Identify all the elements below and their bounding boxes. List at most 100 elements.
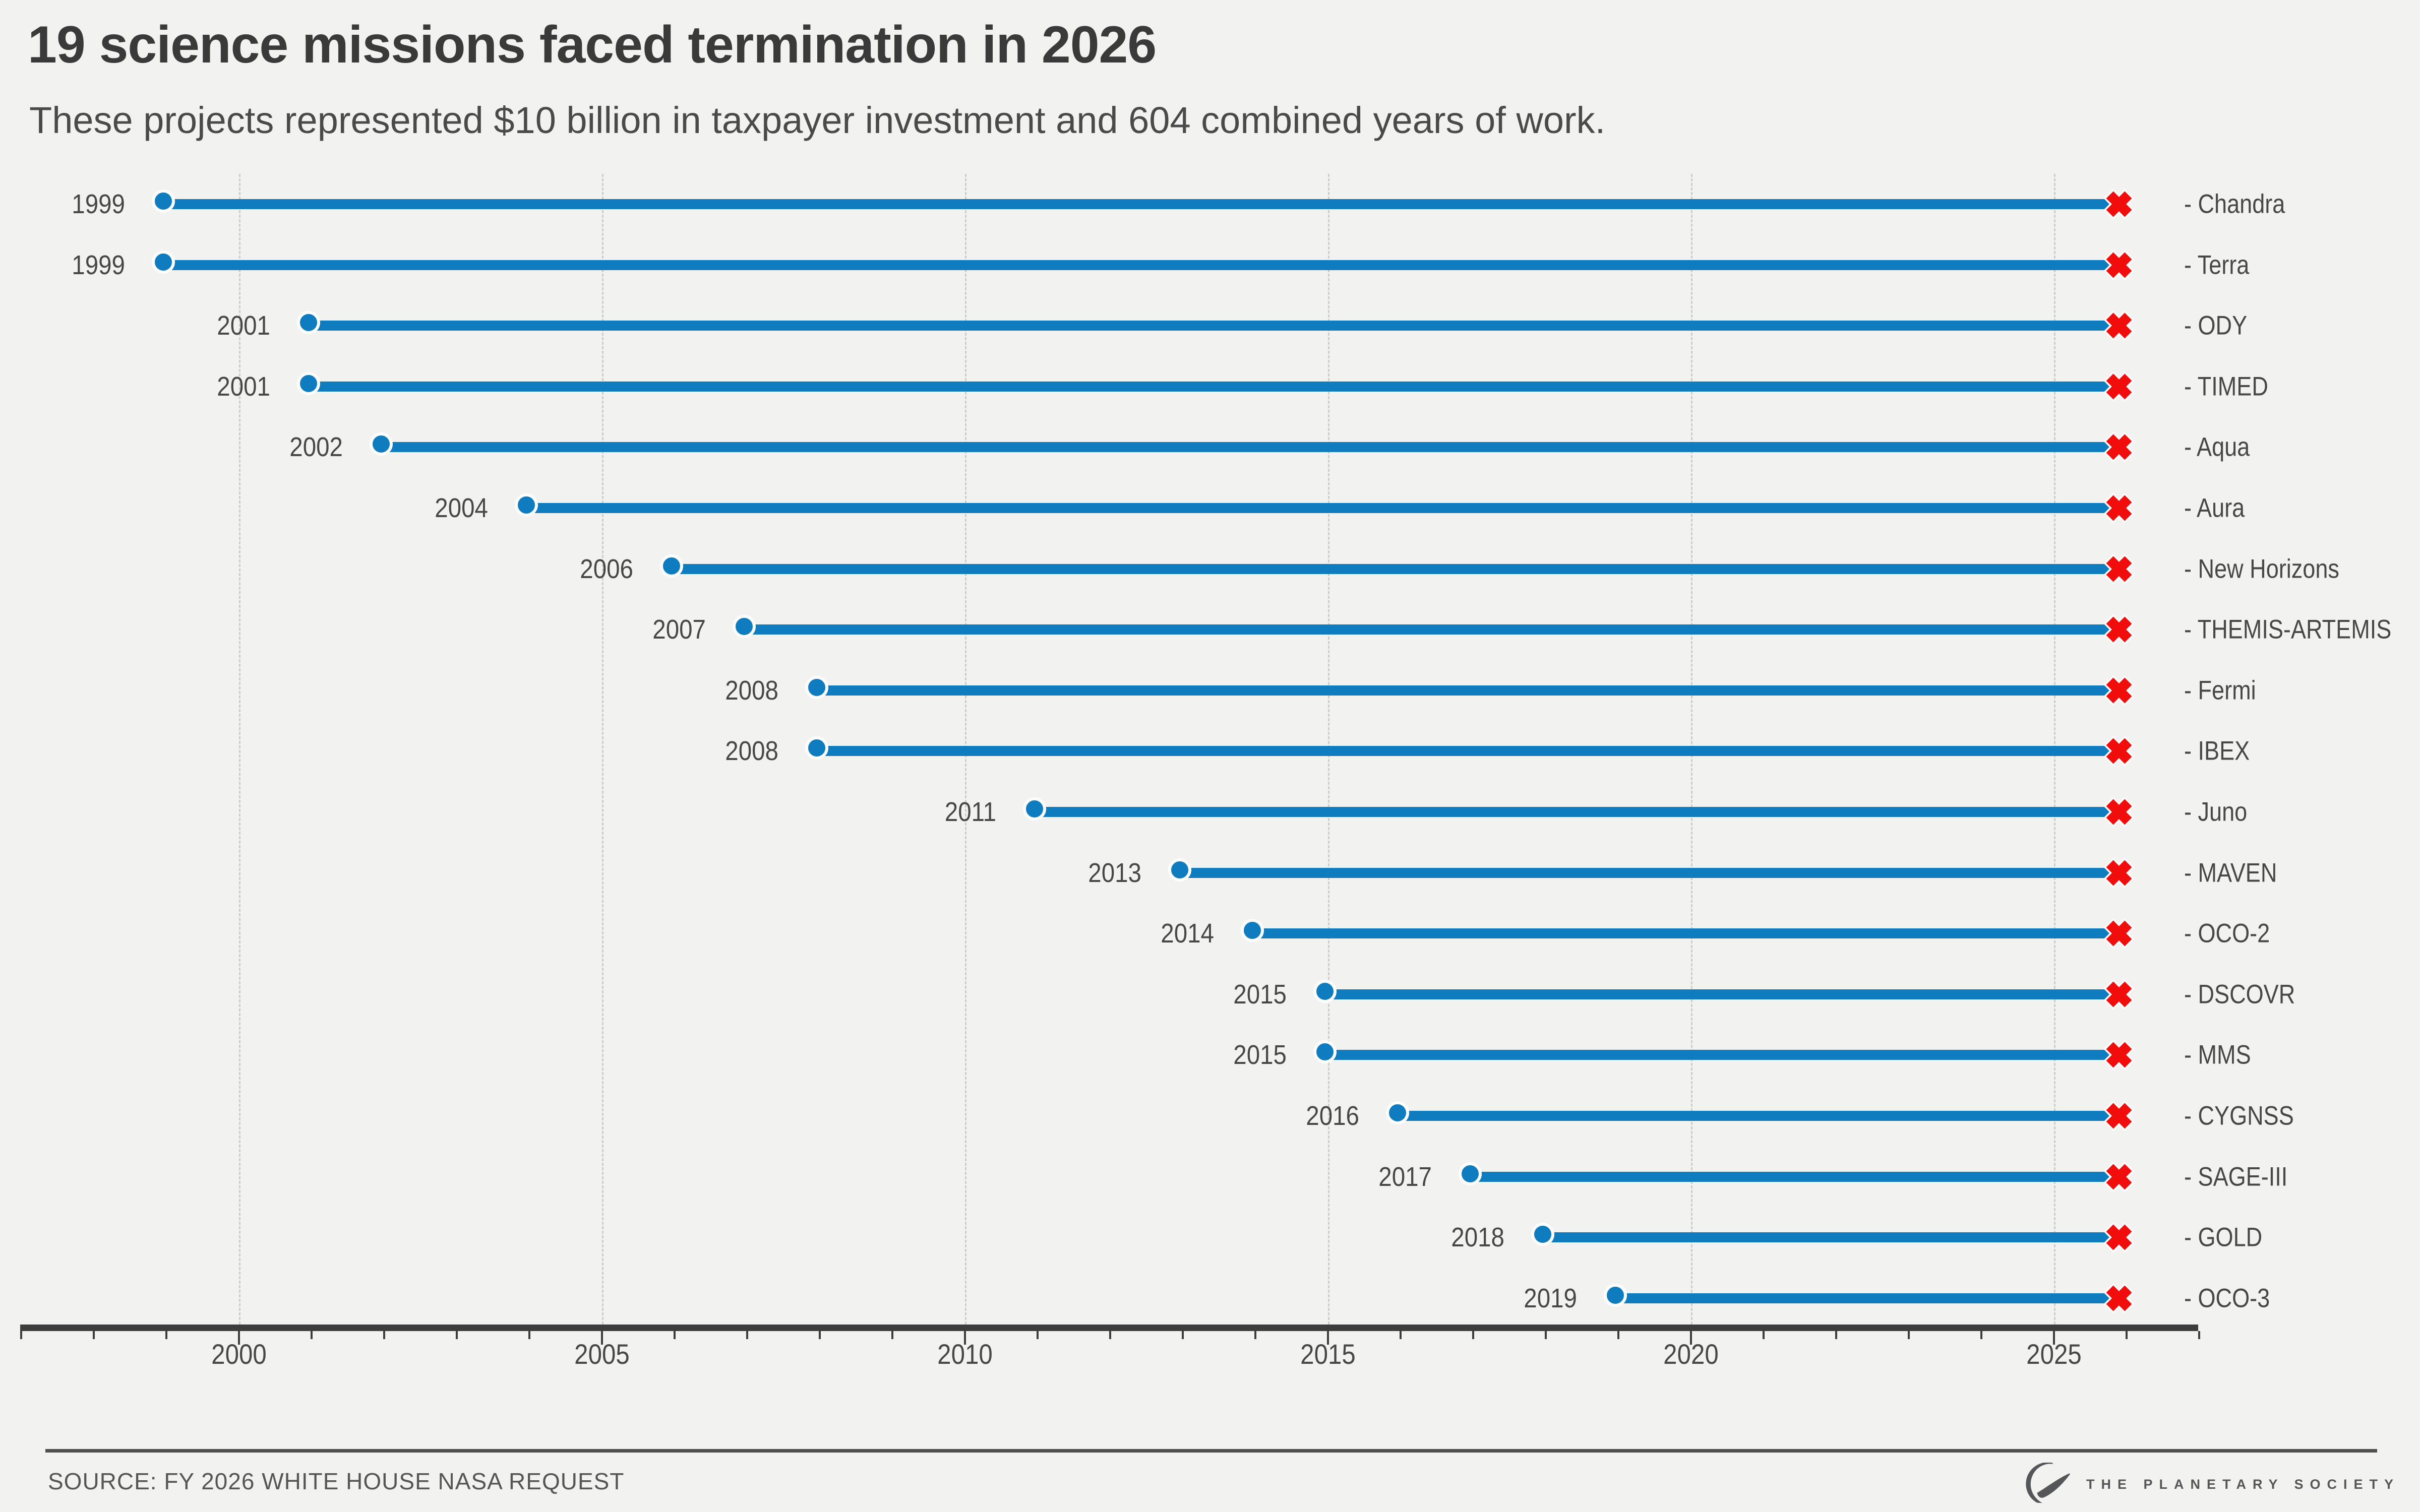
mission-start-year-label: 2004: [435, 493, 488, 523]
minor-tick-1999: [165, 1331, 167, 1339]
mission-start-dot: [1168, 858, 1191, 881]
x-axis-spine: [20, 1325, 2198, 1331]
minor-tick-2011: [1037, 1331, 1039, 1339]
termination-x-icon: [2103, 735, 2135, 767]
mission-line: [1183, 867, 2119, 878]
mission-start-dot: [1531, 1223, 1554, 1246]
minor-tick-2017: [1472, 1331, 1474, 1339]
minor-tick-2004: [528, 1331, 530, 1339]
termination-x-icon: [2103, 249, 2135, 280]
termination-x-icon: [2103, 492, 2135, 524]
mission-line: [384, 442, 2119, 453]
minor-tick-2026: [2126, 1331, 2128, 1339]
mission-start-year-label: 2014: [1161, 918, 1214, 949]
minor-tick-2019: [1617, 1331, 1619, 1339]
termination-x-icon: [2103, 553, 2135, 584]
major-tick-2000: [238, 1331, 240, 1345]
mission-name-label: - OCO-2: [2184, 918, 2270, 949]
mission-start-dot: [1313, 979, 1337, 1003]
mission-start-dot: [297, 371, 320, 395]
mission-start-year-label: 1999: [72, 249, 125, 280]
mission-start-year-label: 2007: [652, 614, 706, 645]
termination-x-icon: [2103, 371, 2135, 402]
mission-line: [675, 563, 2119, 574]
major-tick-2010: [964, 1331, 966, 1345]
mission-name-label: - SAGE-III: [2184, 1162, 2288, 1192]
termination-x-icon: [2103, 857, 2135, 888]
minor-tick-2003: [456, 1331, 458, 1339]
planetary-society-wordmark: THE PLANETARY SOCIETY: [2086, 1476, 2400, 1492]
mission-line: [312, 381, 2119, 392]
mission-name-label: - CYGNSS: [2184, 1101, 2294, 1131]
mission-name-label: - Chandra: [2184, 189, 2285, 219]
mission-start-dot: [733, 615, 756, 639]
major-tick-2020: [1690, 1331, 1692, 1345]
termination-x-icon: [2103, 979, 2135, 1010]
mission-name-label: - DSCOVR: [2184, 979, 2295, 1010]
minor-tick-2006: [674, 1331, 676, 1339]
mission-start-year-label: 2019: [1524, 1283, 1577, 1313]
mission-start-year-label: 2015: [1233, 979, 1287, 1010]
minor-tick-1998: [93, 1331, 95, 1339]
mission-start-year-label: 2001: [217, 371, 270, 402]
mission-start-year-label: 2002: [289, 432, 343, 463]
mission-start-dot: [297, 311, 320, 335]
mission-name-label: - GOLD: [2184, 1222, 2263, 1252]
mission-start-dot: [370, 432, 393, 456]
major-tick-2005: [601, 1331, 603, 1345]
mission-name-label: - Aura: [2184, 493, 2245, 523]
minor-tick-2027: [2198, 1331, 2200, 1339]
mission-start-dot: [1604, 1283, 1627, 1307]
termination-x-icon: [2103, 614, 2135, 645]
minor-tick-2016: [1400, 1331, 1402, 1339]
mission-line: [166, 199, 2119, 209]
mission-start-dot: [805, 736, 828, 760]
footer-divider: [45, 1449, 2377, 1453]
termination-x-icon: [2103, 675, 2135, 706]
source-credit: SOURCE: FY 2026 WHITE HOUSE NASA REQUEST: [48, 1468, 625, 1494]
page-title: 19 science missions faced termination in…: [28, 16, 1157, 74]
mission-line: [1546, 1232, 2119, 1243]
termination-x-icon: [2103, 188, 2135, 220]
minor-tick-2008: [819, 1331, 821, 1339]
mission-name-label: - IBEX: [2184, 736, 2250, 766]
minor-tick-1997: [20, 1331, 22, 1339]
mission-name-label: - New Horizons: [2184, 554, 2339, 584]
termination-x-icon: [2103, 1100, 2135, 1131]
mission-line: [1328, 1050, 2119, 1060]
x-tick-label-2000: 2000: [211, 1338, 267, 1370]
mission-start-dot: [152, 190, 175, 213]
mission-name-label: - MMS: [2184, 1040, 2251, 1070]
mission-start-year-label: 2015: [1233, 1040, 1287, 1070]
mission-start-dot: [1313, 1040, 1337, 1064]
minor-tick-2009: [891, 1331, 893, 1339]
minor-tick-2012: [1109, 1331, 1111, 1339]
minor-tick-2023: [1908, 1331, 1910, 1339]
mission-start-year-label: 2013: [1088, 857, 1141, 888]
major-tick-2015: [1327, 1331, 1329, 1345]
minor-tick-2014: [1254, 1331, 1256, 1339]
mission-start-dot: [805, 675, 828, 699]
termination-x-icon: [2103, 918, 2135, 949]
minor-tick-2013: [1182, 1331, 1184, 1339]
termination-x-icon: [2103, 796, 2135, 828]
page-subtitle: These projects represented $10 billion i…: [29, 99, 1606, 141]
gridline-2000: [239, 174, 240, 1325]
mission-name-label: - MAVEN: [2184, 858, 2277, 888]
mission-name-label: - OCO-3: [2184, 1283, 2270, 1313]
x-tick-label-2020: 2020: [1663, 1338, 1719, 1370]
termination-x-icon: [2103, 1161, 2135, 1192]
mission-line: [1618, 1293, 2119, 1303]
termination-x-icon: [2103, 310, 2135, 341]
mission-name-label: - Aqua: [2184, 432, 2250, 462]
termination-x-icon: [2103, 1039, 2135, 1070]
mission-line: [747, 624, 2119, 635]
gridline-2005: [602, 174, 603, 1325]
minor-tick-2024: [1980, 1331, 1982, 1339]
mission-start-dot: [1241, 919, 1264, 942]
mission-start-year-label: 2001: [217, 310, 270, 341]
mission-line: [1473, 1171, 2119, 1182]
termination-x-icon: [2103, 1283, 2135, 1314]
termination-x-icon: [2103, 431, 2135, 463]
